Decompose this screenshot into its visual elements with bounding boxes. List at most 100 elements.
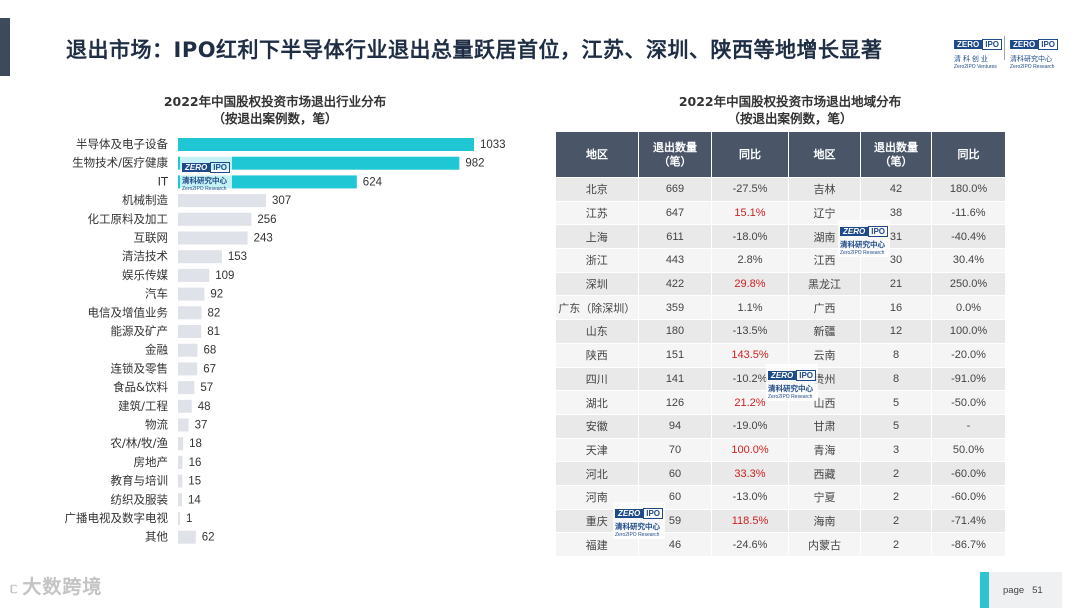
table-cell: 2 [860,461,932,486]
table-cell: 河北 [555,461,639,486]
table-cell: 宁夏 [788,485,861,510]
table-cell: 118.5% [711,509,789,534]
zero2ipo-watermark: ZERO IPO 清科研究中心 Zero2IPO Research [838,220,891,257]
table-cell: -20.0% [931,343,1006,368]
table-cell: 42 [860,177,932,202]
column-header: 退出数量 （笔） [860,131,932,178]
table-cell: 山东 [555,319,639,344]
table-cell: -60.0% [931,485,1006,510]
logo-divider [1004,36,1005,60]
bar [178,138,474,151]
value-label: 14 [188,494,201,506]
category-label: 食品&饮料 [113,380,168,394]
table-cell: 四川 [555,367,639,392]
table-cell: -11.6% [931,201,1006,226]
region-table-title: 2022年中国股权投资市场退出地域分布 （按退出案例数，笔） [640,93,940,127]
page-label: page [1003,585,1025,596]
page-indicator: page 51 [1003,585,1043,596]
bar [178,418,189,432]
table-row: 广东（除深圳） 359 1.1% 广西 16 0.0% [555,295,1006,321]
table-cell: 浙江 [555,248,639,273]
table-cell: 内蒙古 [788,532,861,557]
table-cell: 2 [860,485,932,510]
table-cell: 29.8% [711,272,789,297]
zero2ipo-watermark: ZERO IPO 清科研究中心 Zero2IPO Research [766,364,819,401]
category-label: 广播电视及数字电视 [65,511,169,525]
table-cell: 北京 [555,177,639,202]
region-table-title-line1: 2022年中国股权投资市场退出地域分布 [678,94,902,109]
table-cell: 33.3% [711,461,789,486]
table-cell: 180.0% [931,177,1006,202]
column-header: 地区 [788,131,861,178]
table-cell: - [931,414,1006,439]
category-label: 连锁及零售 [111,361,169,375]
category-label: 互联网 [134,231,169,245]
value-label: 153 [228,251,247,263]
category-label: 物流 [145,418,168,432]
bar [178,437,184,451]
value-label: 68 [203,345,216,357]
value-label: 48 [198,401,211,413]
table-header-row: 地区 退出数量 （笔） 同比 地区 退出数量 （笔） 同比 [555,131,1006,178]
table-cell: 443 [638,248,712,273]
column-header: 退出数量 （笔） [638,131,712,178]
value-label: 243 [254,233,273,245]
table-cell: -86.7% [931,532,1006,557]
table-cell: 12 [860,319,932,344]
table-cell: 141 [638,367,712,392]
category-label: 农/林/牧/渔 [110,436,168,450]
table-cell: 2.8% [711,248,789,273]
table-row: 湖北 126 21.2% 山西 5 -50.0% [555,390,1006,415]
table-row: 深圳 422 29.8% 黑龙江 21 250.0% [555,272,1006,297]
value-label: 67 [203,363,216,375]
table-cell: 151 [638,343,712,368]
table-cell: 15.1% [711,201,789,226]
table-row: 山东 180 -13.5% 新疆 12 100.0% [555,319,1006,344]
value-label: 307 [272,195,291,207]
industry-chart-title-line1: 2022年中国股权投资市场退出行业分布 [163,94,387,109]
table-cell: -60.0% [931,461,1006,486]
bar [178,268,210,282]
value-label: 57 [200,382,213,394]
category-label: 生物技术/医疗健康 [72,156,168,170]
title-accent-bar [0,18,10,76]
table-cell: 湖北 [555,390,639,415]
category-label: IT [158,174,169,188]
table-cell: 669 [638,177,712,202]
category-label: 汽车 [145,287,168,301]
zero2ipo-watermark: ZERO IPO 清科研究中心 Zero2IPO Research [613,502,666,539]
value-label: 16 [189,457,202,469]
region-table-title-line2: （按退出案例数，笔） [727,111,853,126]
table-cell: 50.0% [931,438,1006,463]
value-label: 982 [465,158,484,170]
zero2ipo-ventures-logo: ZERO IPO 清 科 创 业 Zero2IPO Ventures [954,34,1003,70]
category-label: 房地产 [134,455,169,469]
table-cell: 上海 [555,224,639,250]
bar [178,362,198,376]
table-row: 上海 611 -18.0% 湖南 31 -40.4% [555,224,1006,250]
bar [178,493,183,507]
table-cell: 611 [638,224,712,250]
footer-brand: ᥴ 大数跨境 [10,572,102,599]
table-cell: 3 [860,438,932,463]
table-cell: 甘肃 [788,414,861,439]
bar [178,287,205,301]
table-cell: 江苏 [555,201,639,226]
bar [178,306,202,320]
table-cell: 38 [860,201,932,226]
bar [178,231,248,245]
category-label: 金融 [145,343,168,357]
value-label: 18 [189,438,202,450]
value-label: 37 [195,420,208,432]
value-label: 624 [363,176,383,188]
table-cell: 250.0% [931,272,1006,297]
table-cell: 100.0% [931,319,1006,344]
table-cell: 5 [860,414,932,439]
table-cell: 青海 [788,438,861,463]
value-label: 109 [215,270,234,282]
bar [178,381,195,395]
page-indicator-accent [980,572,989,608]
table-cell: 16 [860,295,932,321]
table-cell: 60 [638,461,712,486]
table-cell: -27.5% [711,177,789,202]
